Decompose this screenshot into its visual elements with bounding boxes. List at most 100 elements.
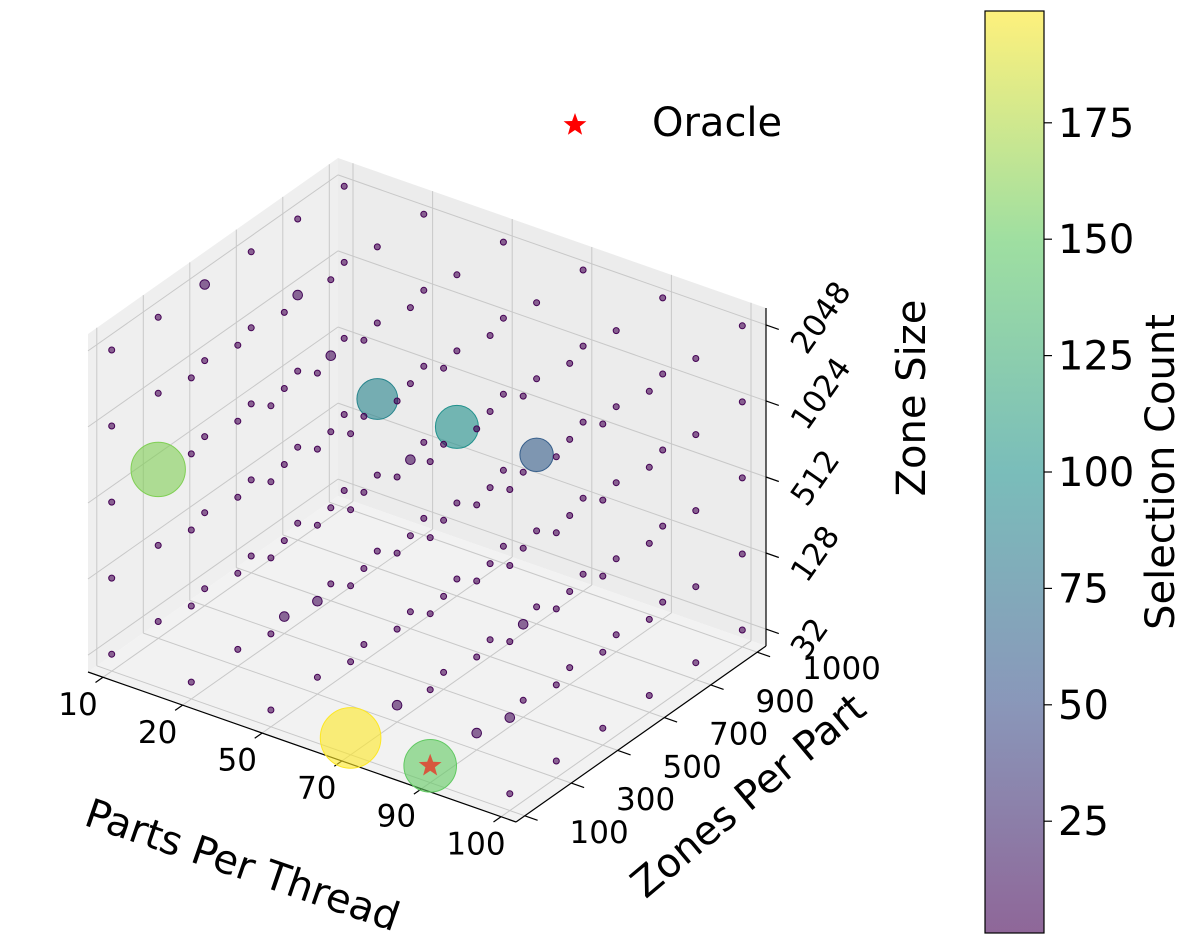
data-point	[393, 397, 401, 405]
data-point	[280, 385, 288, 392]
axis-lines	[87, 308, 779, 823]
grid-floor-x	[261, 556, 513, 734]
colorbar-label: Selection Count	[1138, 314, 1184, 630]
data-point	[519, 696, 527, 704]
x-tick-label: 70	[297, 771, 336, 807]
data-point	[294, 443, 302, 451]
data-point	[738, 626, 746, 634]
data-point	[612, 479, 620, 487]
grid-floor-x	[182, 528, 433, 706]
data-point	[313, 521, 321, 529]
y-tick-label: 900	[756, 684, 815, 720]
data-point	[612, 327, 620, 335]
data-point	[692, 659, 700, 667]
data-point	[199, 279, 210, 290]
data-point	[393, 549, 401, 557]
tick-mark-z	[765, 324, 779, 330]
data-point	[645, 692, 653, 699]
data-point	[499, 466, 507, 474]
data-point	[566, 435, 574, 443]
data-point	[692, 507, 700, 515]
data-point	[406, 532, 414, 540]
data-point	[692, 583, 700, 591]
data-point	[645, 387, 653, 395]
data-point	[201, 509, 209, 517]
data-point	[566, 359, 574, 367]
grid-floor-x	[341, 584, 593, 762]
data-point	[294, 519, 302, 527]
colorbar-ticks: 25 50 75 100 125 150 175	[1044, 101, 1134, 845]
data-point	[340, 182, 348, 190]
colorbar-gradient	[985, 11, 1044, 933]
data-point	[473, 653, 481, 661]
data-point	[499, 238, 507, 246]
data-point	[294, 367, 302, 375]
data-point	[552, 757, 560, 765]
colorbar-tick-label: 150	[1058, 217, 1134, 263]
data-point	[426, 458, 434, 466]
data-point	[393, 625, 401, 633]
data-point	[360, 412, 368, 420]
colorbar-tick-label: 125	[1058, 334, 1134, 380]
data-point	[313, 673, 321, 681]
data-point	[599, 572, 607, 580]
grid-floor-x	[102, 500, 354, 678]
x-axis-label: Parts Per Thread	[79, 790, 405, 941]
data-point	[426, 686, 434, 694]
data-point	[360, 565, 368, 572]
axis-line-x	[87, 671, 517, 823]
data-point	[473, 501, 481, 509]
data-point	[486, 636, 494, 644]
data-point	[486, 332, 494, 339]
legend-star-marker	[563, 113, 587, 135]
data-point	[360, 641, 368, 648]
data-point	[566, 588, 574, 595]
data-point	[347, 658, 355, 666]
data-point	[280, 461, 288, 468]
x-tick-label: 50	[217, 743, 256, 779]
data-point	[108, 498, 116, 506]
data-point	[313, 369, 321, 377]
data-point	[201, 433, 209, 441]
data-point	[327, 504, 335, 512]
x-tick-label: 100	[446, 826, 505, 862]
grid-left-z	[87, 174, 339, 352]
data-point	[519, 392, 527, 400]
tick-mark-x	[254, 732, 263, 739]
y-tick-label: 300	[616, 782, 675, 818]
data-point	[486, 484, 494, 492]
data-point	[533, 375, 541, 383]
data-point	[187, 374, 195, 382]
data-point	[340, 258, 348, 266]
data-point	[486, 408, 494, 415]
data-point	[347, 506, 355, 514]
data-point	[738, 474, 746, 482]
data-point	[599, 724, 607, 732]
grid-back-z	[337, 250, 767, 402]
data-point	[473, 577, 481, 585]
data-point	[506, 486, 514, 493]
data-point	[506, 790, 514, 798]
data-point	[659, 446, 667, 454]
z-tick-label: 512	[784, 443, 847, 512]
tick-mark-y	[757, 651, 771, 658]
data-point	[552, 681, 560, 689]
data-point	[579, 570, 587, 578]
tick-mark-y	[571, 782, 585, 789]
data-point	[612, 403, 620, 411]
data-point	[327, 428, 335, 436]
data-point	[519, 544, 527, 552]
data-point	[340, 487, 348, 494]
data-point	[154, 389, 162, 397]
grid-floor-y	[96, 665, 525, 817]
y-tick-label: 1000	[802, 651, 881, 687]
data-point	[406, 380, 414, 388]
tick-mark-y	[664, 717, 678, 723]
data-point	[280, 308, 288, 316]
data-point	[267, 554, 275, 562]
data-point	[234, 341, 242, 349]
data-point	[420, 286, 428, 294]
grid-left-z	[87, 250, 339, 428]
data-point	[612, 631, 620, 639]
data-point	[552, 453, 560, 461]
